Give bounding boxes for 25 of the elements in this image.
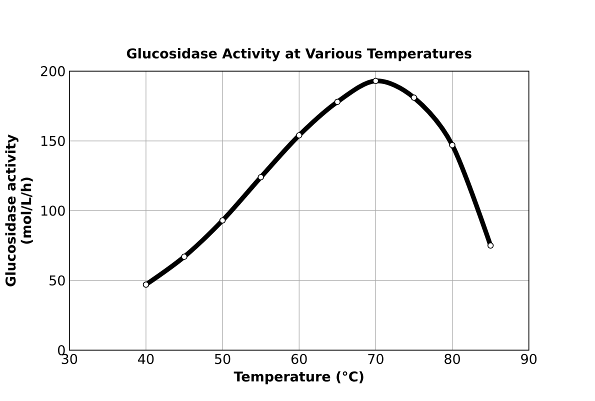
x-tick-label: 60 (291, 354, 307, 364)
x-tick-label: 70 (368, 354, 384, 364)
point (487, 242, 494, 249)
point (142, 282, 150, 288)
x-tick-label: 80 (444, 354, 460, 364)
point (258, 174, 264, 180)
point (219, 217, 226, 224)
y-axis-title: Glucosidase activity (mol/L/h) (5, 134, 33, 286)
y-tick-label: 50 (50, 275, 65, 286)
point (449, 142, 456, 148)
x-tick-label: 50 (215, 354, 230, 364)
x-tick-label: 40 (138, 354, 154, 364)
point (181, 254, 188, 260)
x-axis-title: Temperature (°C) (234, 371, 364, 384)
point (372, 78, 379, 84)
y-tick-label: 150 (41, 136, 65, 146)
point (334, 98, 341, 105)
chart-title: Glucosidase Activity at Various Temperatures (126, 48, 472, 62)
point (296, 132, 302, 138)
point (410, 94, 418, 101)
y-tick-label: 0 (58, 345, 65, 356)
x-tick-label: 30 (62, 354, 78, 364)
y-tick-label: 200 (40, 66, 65, 76)
y-tick-label: 100 (41, 206, 65, 216)
x-tick-label: 90 (521, 354, 537, 364)
